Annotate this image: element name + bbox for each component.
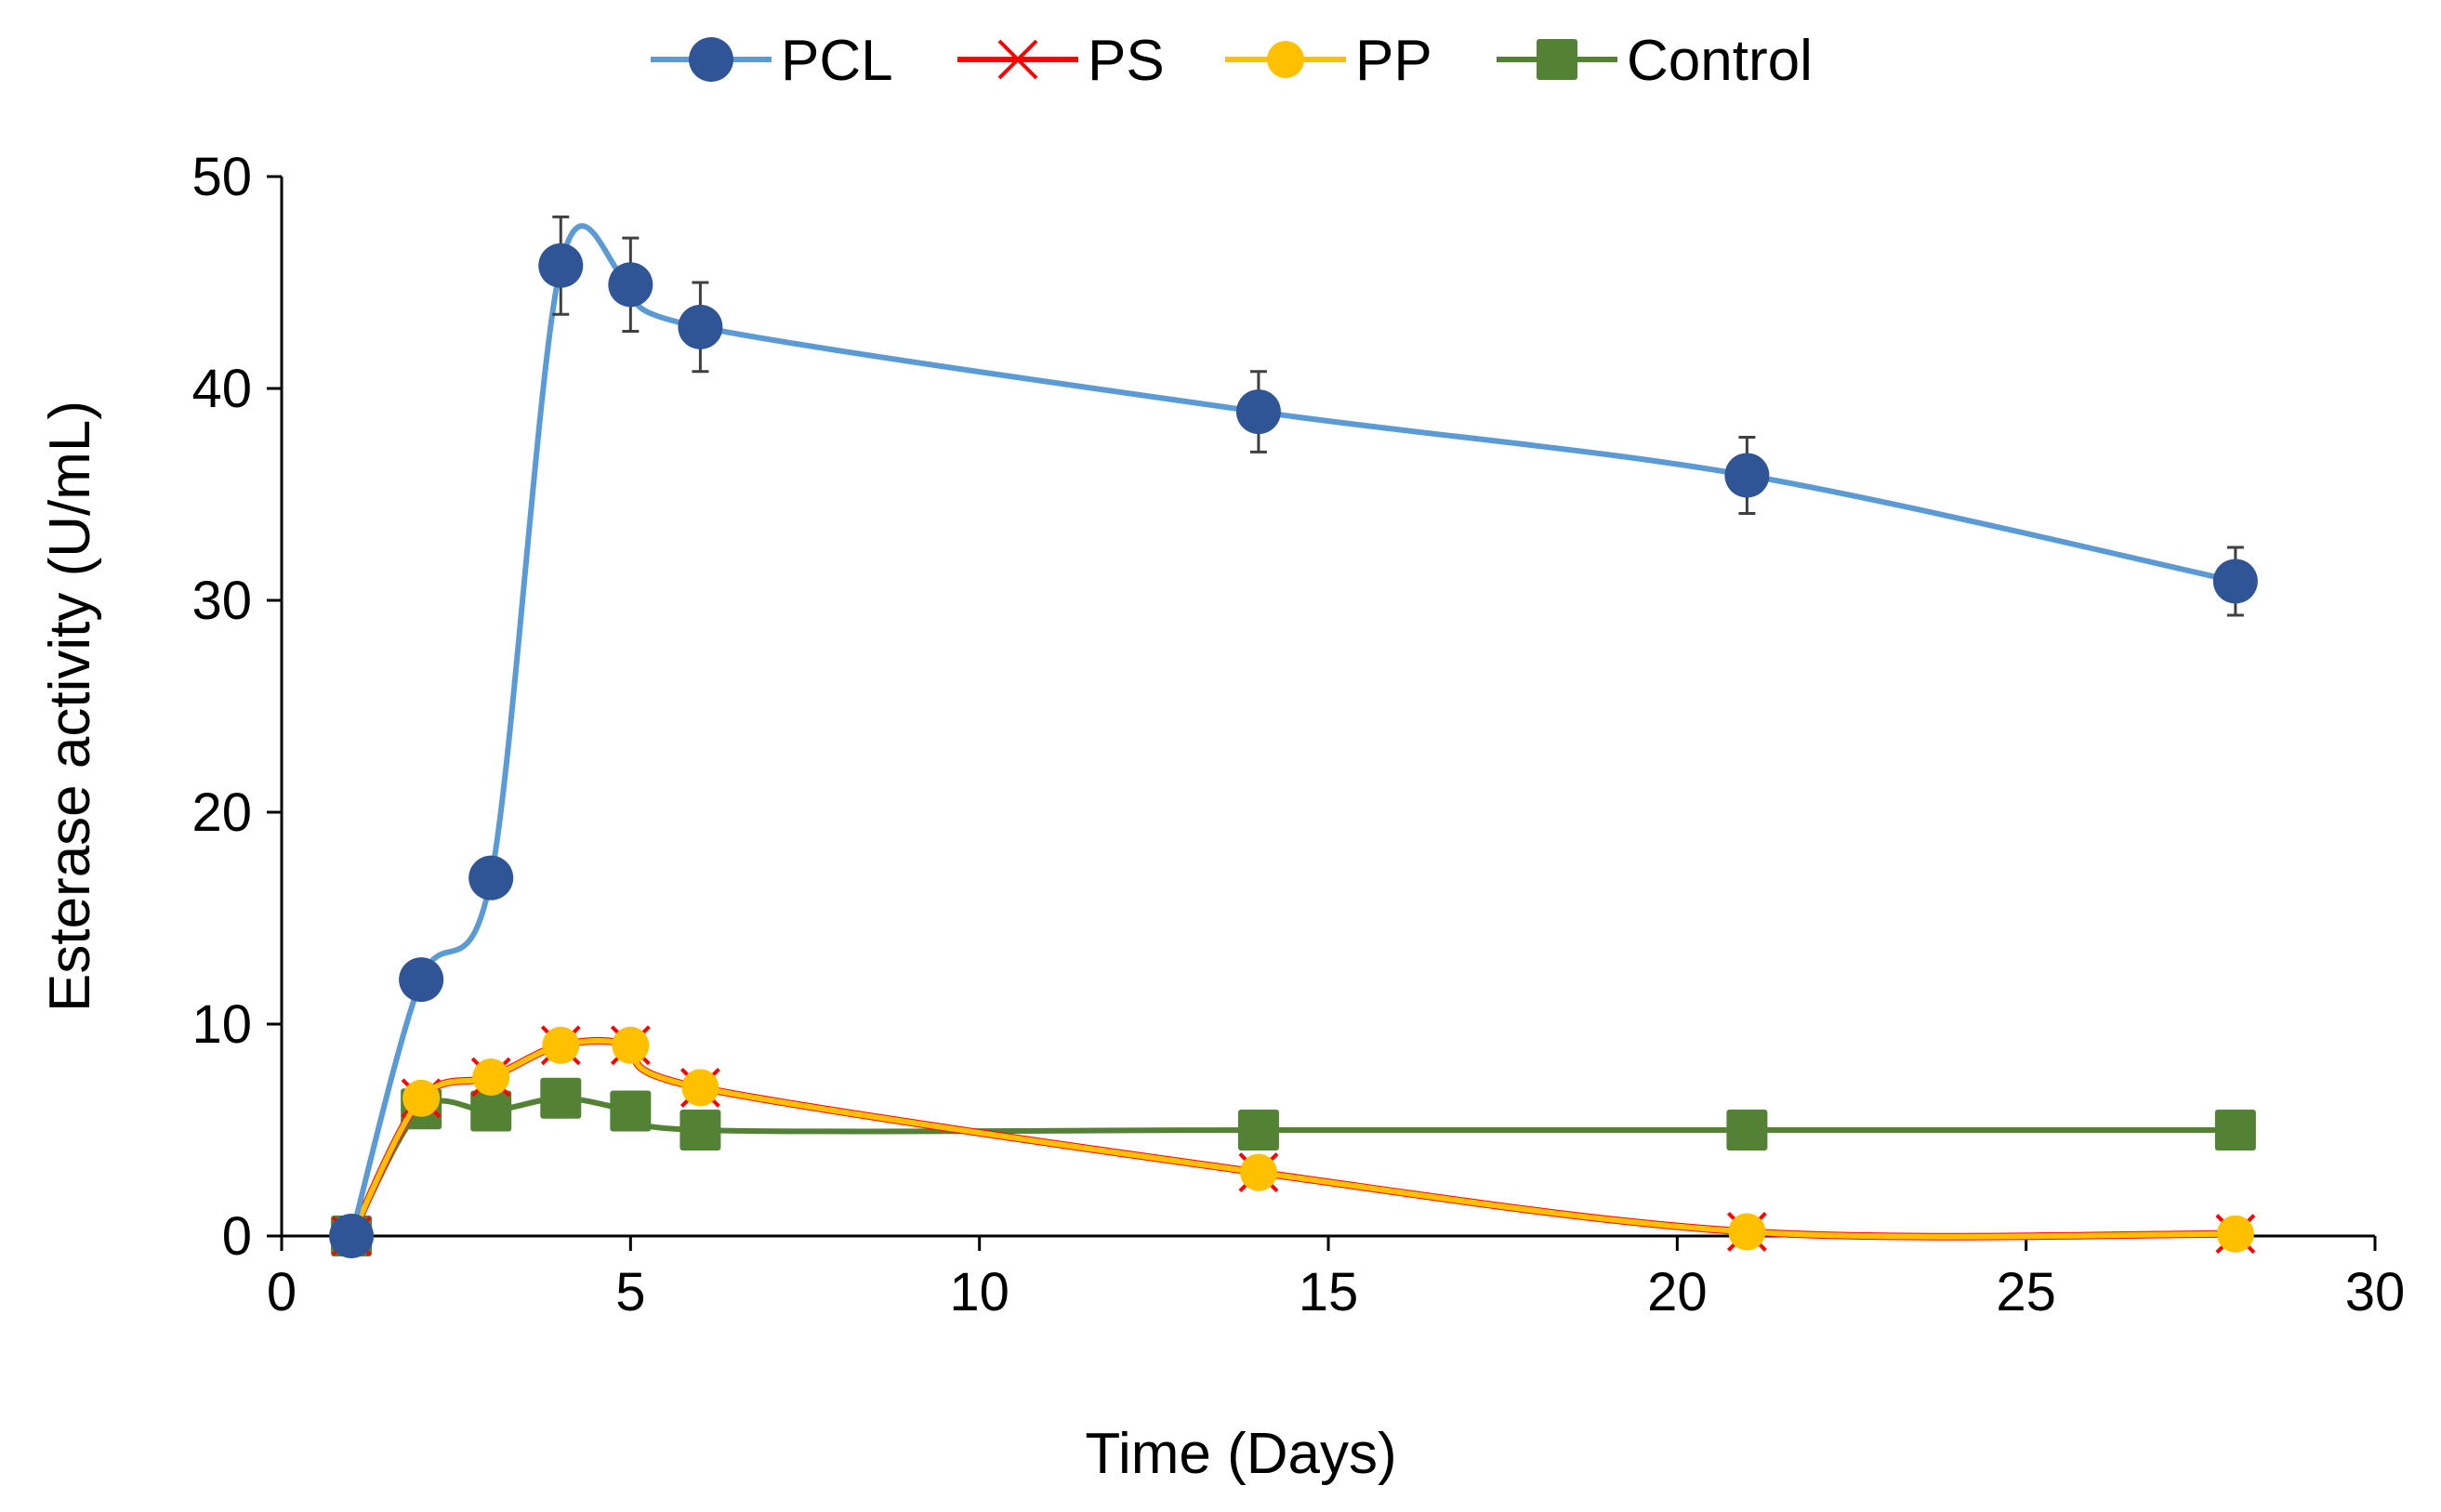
- data-point-pp: [1728, 1213, 1766, 1251]
- x-tick-label: 15: [1299, 1262, 1359, 1322]
- data-point-pcl: [468, 855, 514, 901]
- legend-item-ps: PS: [957, 29, 1165, 93]
- legend-item-control: Control: [1497, 29, 1813, 93]
- y-tick-label: 50: [191, 147, 252, 207]
- data-point-control: [1726, 1110, 1768, 1150]
- data-point-control: [540, 1077, 582, 1119]
- series-layer: [329, 215, 2258, 1258]
- y-tick-label: 30: [191, 571, 252, 631]
- series-pp: [333, 1026, 2254, 1255]
- data-point-pp: [612, 1026, 650, 1064]
- data-point-pp: [542, 1026, 580, 1064]
- axes: 0 5 10 15 20 25 30 0 10 20 30 40 50: [191, 147, 2405, 1322]
- data-point-pcl: [1235, 389, 1281, 435]
- x-tick-label: 30: [2345, 1262, 2406, 1322]
- x-tick-label: 25: [1996, 1262, 2056, 1322]
- data-point-pcl: [399, 957, 444, 1003]
- y-tick-label: 0: [222, 1206, 252, 1267]
- series-control: [331, 1077, 2256, 1256]
- x-tick-label: 0: [267, 1262, 297, 1322]
- data-point-pp: [2216, 1215, 2254, 1253]
- data-point-pp: [402, 1079, 441, 1117]
- legend-label: PP: [1355, 29, 1432, 93]
- x-tick-label: 20: [1647, 1262, 1708, 1322]
- legend: PCL PS PP Control: [651, 29, 1813, 93]
- data-point-pcl: [329, 1214, 375, 1258]
- legend-item-pp: PP: [1225, 29, 1432, 93]
- legend-label: PS: [1088, 29, 1165, 93]
- legend-marker-ps: [997, 39, 1038, 80]
- data-point-pp: [1239, 1153, 1277, 1191]
- data-point-control: [470, 1090, 512, 1132]
- data-point-pp: [681, 1069, 719, 1107]
- series-pcl: [329, 215, 2258, 1258]
- legend-marker-pcl: [689, 37, 733, 82]
- x-tick-label: 5: [615, 1262, 645, 1322]
- series-line-ps: [348, 1036, 2236, 1241]
- legend-label: PCL: [781, 29, 893, 93]
- data-point-pcl: [1724, 453, 1770, 498]
- data-point-control: [1237, 1110, 1279, 1150]
- data-point-control: [680, 1110, 721, 1150]
- y-tick-label: 10: [191, 994, 252, 1055]
- data-point-pcl: [678, 304, 723, 349]
- legend-marker-pp: [1267, 41, 1304, 78]
- legend-label: Control: [1627, 29, 1813, 93]
- x-tick-label: 10: [949, 1262, 1009, 1322]
- legend-marker-control: [1537, 39, 1577, 80]
- data-point-pcl: [538, 243, 584, 288]
- data-point-pcl: [2212, 559, 2258, 604]
- data-point-control: [610, 1090, 652, 1132]
- series-line-pp: [349, 1037, 2236, 1240]
- data-point-control: [2214, 1110, 2256, 1150]
- y-tick-label: 40: [191, 359, 252, 419]
- data-point-pcl: [608, 262, 653, 308]
- x-axis-label: Time (Days): [1085, 1422, 1396, 1486]
- data-point-pp: [472, 1058, 510, 1096]
- y-axis-label: Esterase activity (U/mL): [38, 401, 102, 1012]
- y-tick-label: 20: [191, 782, 252, 843]
- series-line-pcl: [349, 223, 2236, 1237]
- legend-item-pcl: PCL: [651, 29, 893, 93]
